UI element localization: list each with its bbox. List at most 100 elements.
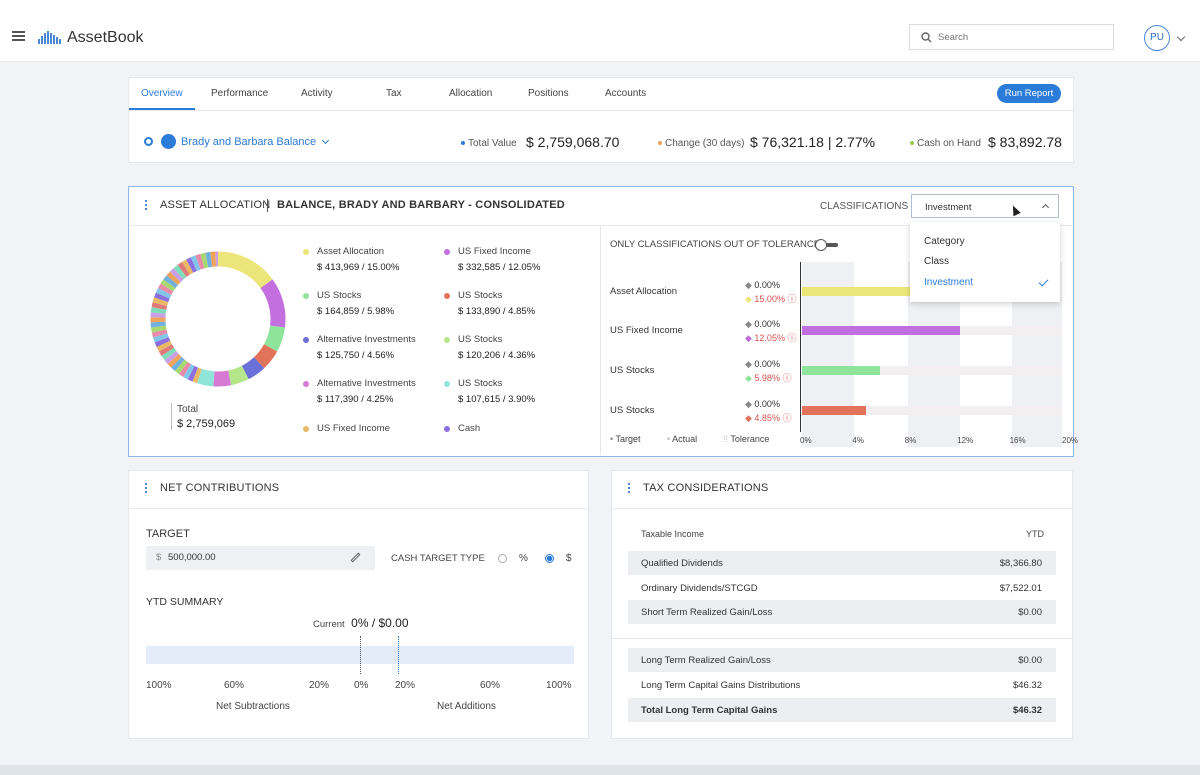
tax-row: Qualified Dividends $8,366.80 — [628, 551, 1056, 575]
net-contributions-title: NET CONTRIBUTIONS — [160, 482, 280, 494]
bar-category-label: US Stocks — [610, 405, 655, 416]
legend-item-name: US Stocks — [317, 290, 362, 301]
net-additions-label: Net Additions — [437, 701, 496, 712]
tax-title: TAX CONSIDERATIONS — [643, 482, 769, 494]
dropdown-option-investment[interactable]: Investment — [924, 277, 973, 288]
bar-target-pct: ◆ 0.00% — [745, 359, 780, 369]
donut-slice — [164, 350, 179, 364]
dropdown-option-class[interactable]: Class — [924, 256, 950, 267]
tax-row-value: $0.00 — [1018, 607, 1042, 618]
overview-header-card: Overview Performance Activity Tax Alloca… — [128, 77, 1074, 163]
dollar-radio[interactable] — [545, 554, 554, 563]
user-menu-chevron-icon[interactable] — [1176, 32, 1186, 42]
bar-actual-pct: ◆ 4.85% ⓘ — [745, 413, 792, 423]
ytd-scale-tick: 0% — [354, 680, 369, 691]
top-bar: AssetBook PU — [0, 0, 1200, 62]
tax-row: Total Long Term Capital Gains $46.32 — [628, 698, 1056, 722]
edit-pencil-icon[interactable] — [350, 552, 361, 563]
legend-swatch — [303, 381, 309, 387]
tax-row: Short Term Realized Gain/Loss $0.00 — [628, 600, 1056, 624]
ytd-scale-tick: 100% — [546, 680, 572, 691]
warning-icon: ⓘ — [782, 413, 792, 423]
tab-activity[interactable]: Activity — [301, 88, 333, 99]
legend-swatch — [444, 381, 450, 387]
classifications-label: CLASSIFICATIONS — [820, 201, 909, 212]
tab-positions[interactable]: Positions — [528, 88, 569, 99]
dropdown-option-category[interactable]: Category — [924, 236, 965, 247]
drag-handle-icon[interactable] — [628, 483, 630, 493]
donut-slice — [253, 344, 278, 369]
total-value-label: Total Value — [468, 138, 517, 149]
search-box[interactable] — [909, 24, 1114, 50]
tax-column-ytd: YTD — [1026, 529, 1044, 539]
donut-total-value: $ 2,759,069 — [177, 418, 236, 430]
tax-row-value: $0.00 — [1018, 655, 1042, 666]
marker-line — [360, 636, 361, 674]
donut-slice — [192, 367, 202, 384]
tab-tax[interactable]: Tax — [386, 88, 402, 99]
bar-axis-tick: 12% — [957, 436, 974, 445]
change-label: Change (30 days) — [665, 138, 745, 149]
bar-actual — [802, 287, 999, 296]
donut-slice — [263, 325, 285, 352]
donut-slice — [151, 329, 168, 338]
actual-value: 15.00% — [754, 294, 785, 304]
cash-value: $ 83,892.78 — [988, 134, 1062, 150]
bar-axis-tick: 20% — [1062, 436, 1079, 445]
tab-allocation[interactable]: Allocation — [449, 88, 493, 99]
donut-slice — [163, 275, 179, 289]
tolerance-toggle[interactable] — [815, 239, 838, 251]
warning-icon: ⓘ — [782, 373, 792, 383]
donut-slice — [158, 344, 175, 356]
bar-legend-actual: • Actual — [667, 434, 698, 444]
bar-category-label: Asset Allocation — [610, 286, 678, 297]
net-contributions-card — [128, 470, 589, 739]
target-input[interactable]: $ 500,000.00 — [146, 546, 375, 570]
chevron-up-icon — [1041, 203, 1050, 212]
donut-slice — [151, 302, 168, 310]
allocation-title: ASSET ALLOCATION — [160, 199, 271, 211]
settings-gear-icon[interactable] — [144, 137, 153, 146]
actual-value: 12.05% — [754, 333, 785, 343]
target-value: 0.00% — [754, 319, 780, 329]
legend-item-value: $ 413,969 / 15.00% — [317, 262, 400, 273]
warning-icon: ⓘ — [787, 333, 797, 343]
donut-slice — [173, 264, 187, 280]
user-avatar[interactable]: PU — [1144, 25, 1170, 51]
hamburger-menu-icon[interactable] — [12, 31, 25, 41]
tax-column-label: Taxable Income — [641, 529, 705, 539]
target-value: 500,000.00 — [168, 552, 216, 563]
bar-axis-tick: 0% — [800, 436, 812, 445]
donut-slice — [152, 297, 169, 307]
donut-slice — [190, 255, 201, 271]
donut-slice — [186, 257, 197, 273]
donut-slice — [187, 365, 199, 382]
donut-slice — [161, 347, 177, 361]
run-report-button[interactable]: Run Report — [997, 84, 1061, 103]
actual-value: 5.98% — [754, 373, 780, 383]
bar-axis-tick: 16% — [1009, 436, 1026, 445]
drag-handle-icon[interactable] — [145, 483, 147, 493]
tab-overview[interactable]: Overview — [129, 78, 195, 110]
target-label: TARGET — [146, 528, 190, 540]
donut-slice — [179, 361, 192, 377]
donut-slice — [213, 370, 232, 387]
drag-handle-icon[interactable] — [145, 200, 147, 210]
donut-slice — [241, 357, 265, 380]
bar-legend-tolerance: ⁞⁞ Tolerance — [723, 434, 770, 444]
search-input[interactable] — [938, 29, 1108, 45]
cash-target-type-label: CASH TARGET TYPE — [391, 553, 485, 564]
percent-radio[interactable] — [498, 554, 507, 563]
household-selector[interactable]: Brady and Barbara Balance — [181, 136, 330, 148]
donut-slice — [156, 340, 173, 352]
legend-item-value: $ 332,585 / 12.05% — [458, 262, 541, 273]
tab-accounts[interactable]: Accounts — [605, 88, 647, 99]
classification-select[interactable]: Investment — [911, 194, 1059, 218]
allocation-subtitle: BALANCE, BRADY AND BARBARY - CONSOLIDATE… — [277, 199, 565, 211]
tab-performance[interactable]: Performance — [211, 88, 269, 99]
tax-row-label: Short Term Realized Gain/Loss — [641, 607, 773, 618]
donut-slice — [167, 353, 182, 368]
app-name: AssetBook — [67, 29, 144, 46]
donut-slice — [181, 259, 194, 275]
bar-actual-pct: ◆ 5.98% ⓘ — [745, 373, 792, 383]
